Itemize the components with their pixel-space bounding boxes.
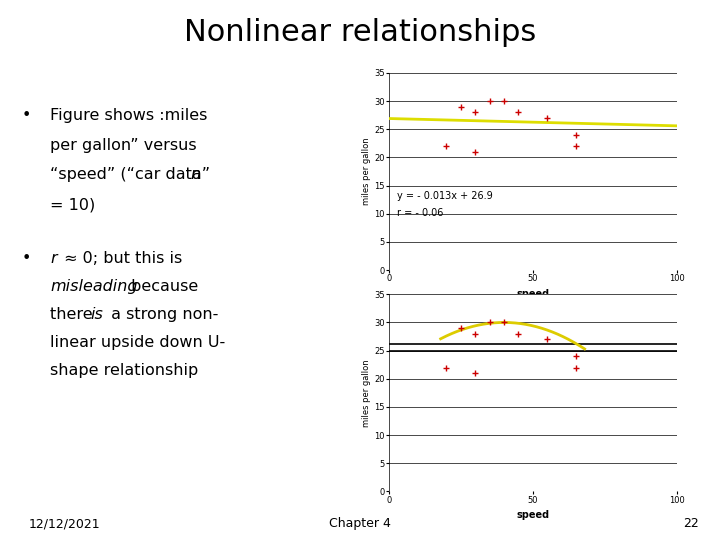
Text: shape relationship: shape relationship <box>50 363 199 379</box>
Text: r = - 0.06: r = - 0.06 <box>397 208 444 218</box>
Text: r: r <box>50 251 57 266</box>
Text: linear upside down U-: linear upside down U- <box>50 335 225 350</box>
Text: there: there <box>50 307 98 322</box>
Text: because: because <box>126 279 198 294</box>
Point <box>541 113 553 122</box>
Text: = 10): = 10) <box>50 197 96 212</box>
Point <box>570 352 582 361</box>
Text: per gallon” versus: per gallon” versus <box>50 138 197 153</box>
X-axis label: speed: speed <box>516 510 549 520</box>
Point <box>570 142 582 151</box>
Point <box>513 108 524 117</box>
Point <box>484 318 495 327</box>
Text: is: is <box>90 307 103 322</box>
Point <box>513 329 524 338</box>
Point <box>469 147 481 156</box>
Text: 22: 22 <box>683 517 698 530</box>
Point <box>455 103 467 111</box>
Point <box>570 363 582 372</box>
Point <box>498 318 510 327</box>
Y-axis label: miles per gallon: miles per gallon <box>362 359 372 427</box>
Text: “speed” (“car data”: “speed” (“car data” <box>50 167 216 183</box>
Y-axis label: miles per gallon: miles per gallon <box>362 138 372 205</box>
Text: Nonlinear relationships: Nonlinear relationships <box>184 18 536 47</box>
Point <box>455 324 467 333</box>
Point <box>498 97 510 105</box>
Point <box>469 369 481 377</box>
Text: y = - 0.013x + 26.9: y = - 0.013x + 26.9 <box>397 191 493 201</box>
Point <box>484 97 495 105</box>
Text: Figure shows :miles: Figure shows :miles <box>50 108 208 123</box>
Text: •: • <box>22 108 31 123</box>
X-axis label: speed: speed <box>516 289 549 299</box>
Point <box>469 329 481 338</box>
Text: ≈ 0; but this is: ≈ 0; but this is <box>59 251 182 266</box>
Text: n: n <box>191 167 201 183</box>
Point <box>441 363 452 372</box>
Text: a strong non-: a strong non- <box>106 307 218 322</box>
Text: •: • <box>22 251 31 266</box>
Text: 12/12/2021: 12/12/2021 <box>29 517 100 530</box>
Point <box>541 335 553 343</box>
Text: Chapter 4: Chapter 4 <box>329 517 391 530</box>
Point <box>570 131 582 139</box>
Point <box>469 108 481 117</box>
Point <box>441 142 452 151</box>
Text: misleading: misleading <box>50 279 138 294</box>
